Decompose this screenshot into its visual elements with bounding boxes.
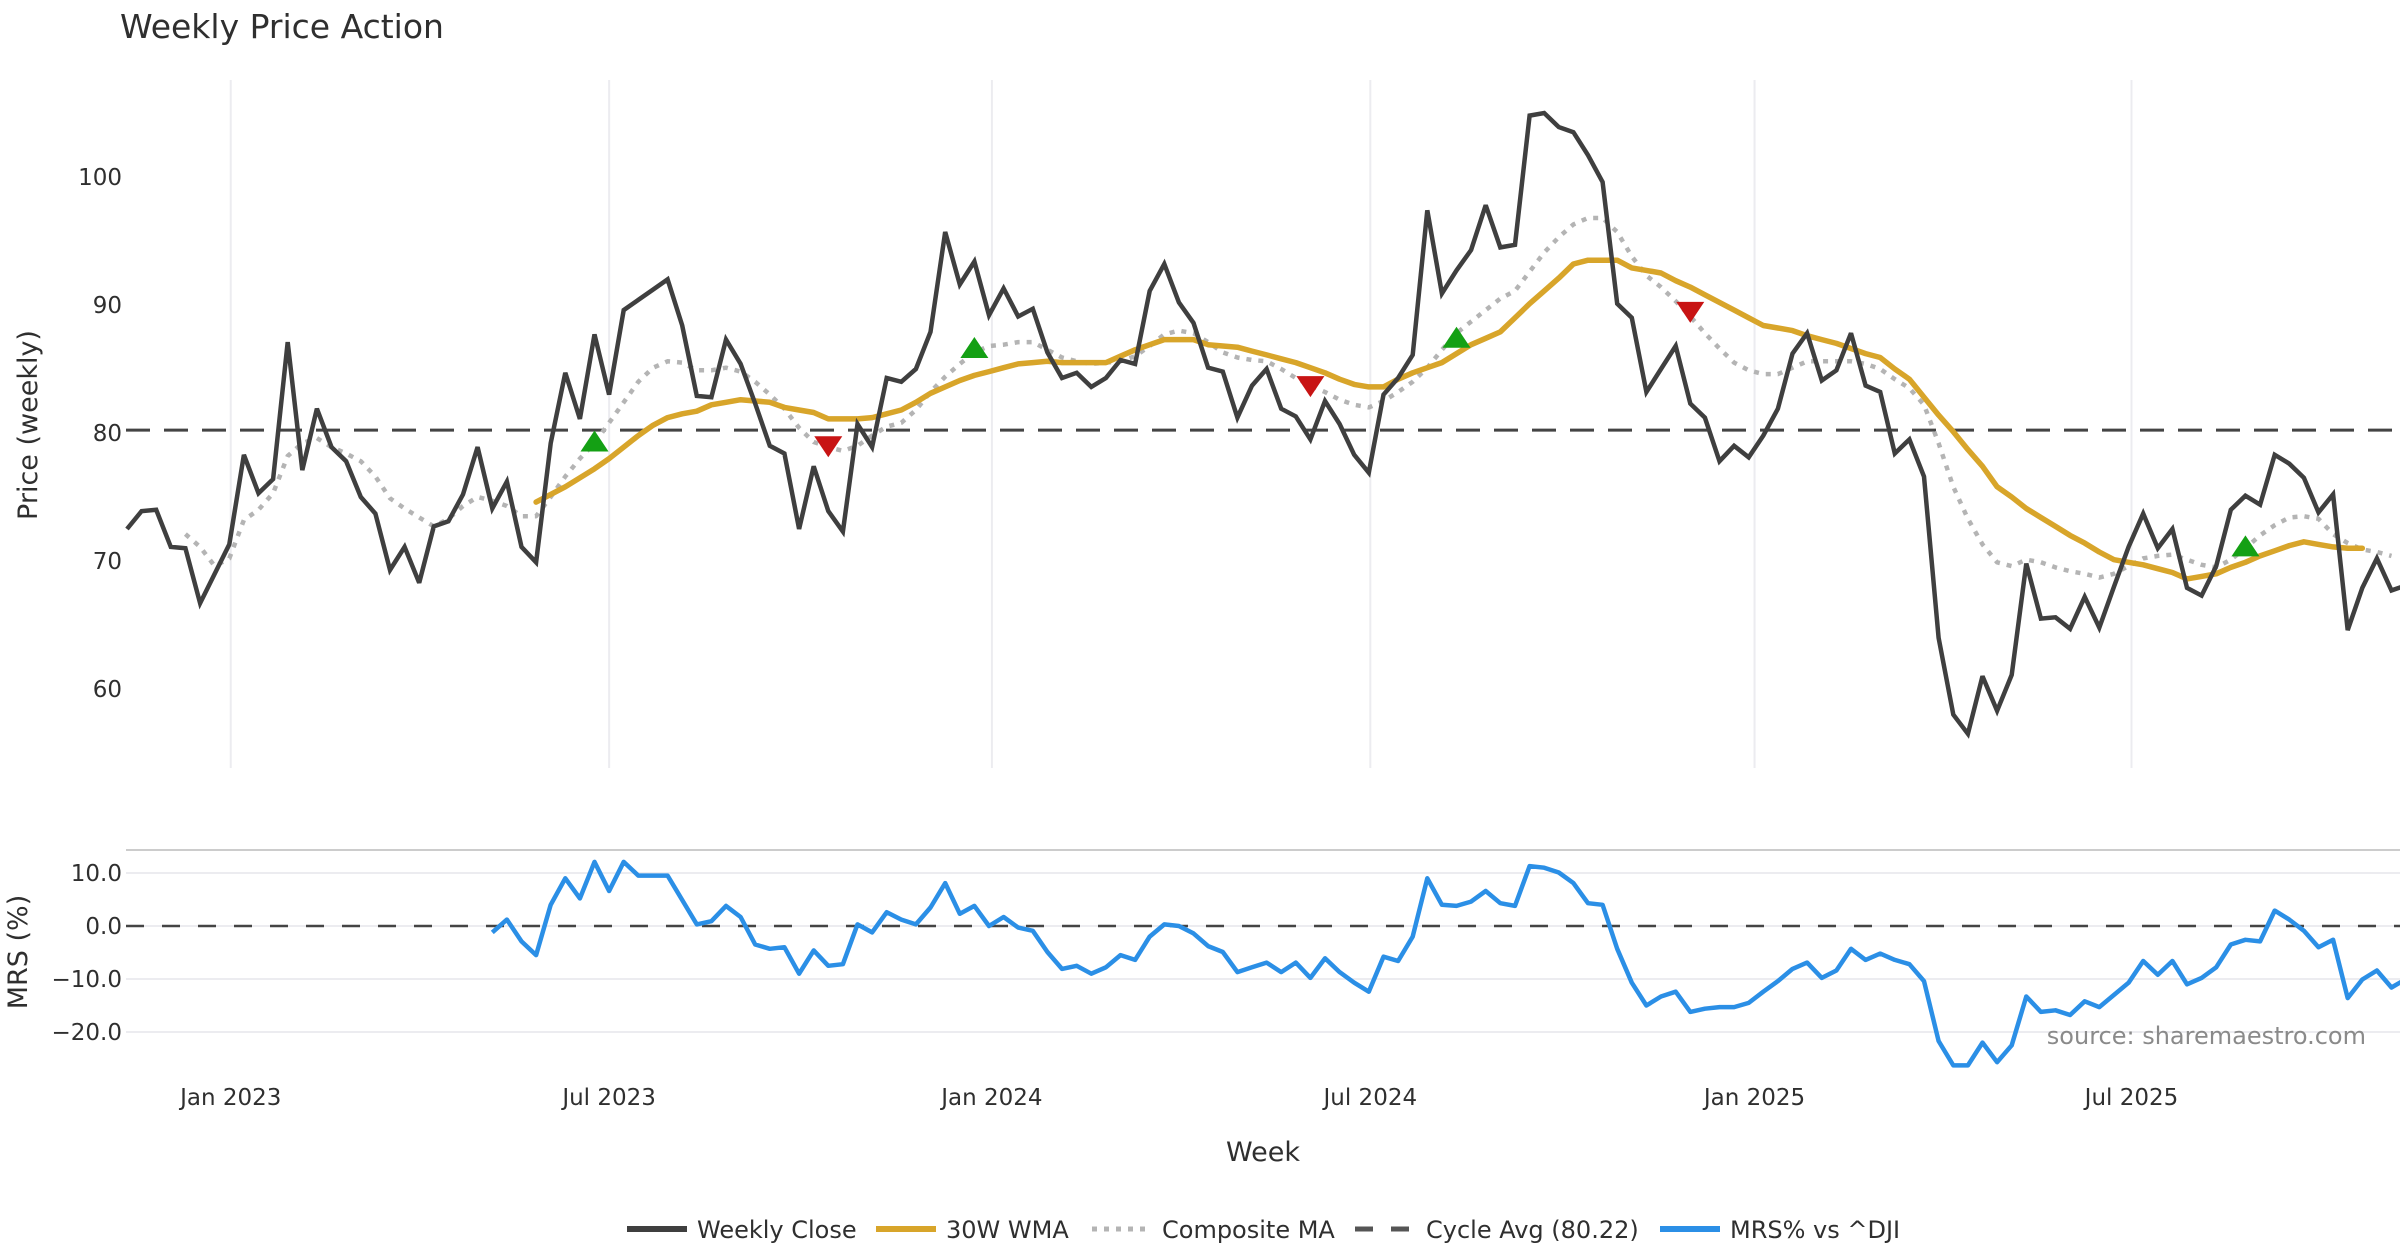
legend-label-composite-ma: Composite MA	[1162, 1216, 1335, 1244]
x-tick-label: Jan 2023	[178, 1085, 281, 1111]
legend-label-30w-wma: 30W WMA	[946, 1216, 1069, 1244]
mrs-y-tick-label: −10.0	[52, 967, 122, 993]
x-axis-title: Week	[1226, 1137, 1300, 1168]
x-tick-label: Jan 2025	[1702, 1085, 1805, 1111]
price-vertical-gridlines	[229, 80, 2133, 768]
sell-signal-marker	[814, 436, 843, 458]
buy-signal-marker	[2231, 535, 2260, 557]
price-y-tick-label: 60	[93, 677, 122, 703]
legend-item-weekly-close[interactable]: Weekly Close	[627, 1216, 857, 1244]
sell-signal-marker	[1296, 376, 1325, 398]
mrs-panel: 10.0 0.0 −10.0 −20.0 MRS (%) source: sharem…	[3, 849, 2400, 1068]
price-y-tick-label: 80	[93, 421, 122, 447]
x-tick-label: Jan 2024	[939, 1085, 1042, 1111]
mrs-y-axis-title: MRS (%)	[3, 895, 34, 1010]
buy-signal-marker	[1442, 326, 1471, 348]
mrs-y-tick-label: 0.0	[85, 914, 122, 940]
wma-30w-line	[533, 257, 2366, 582]
x-axis-ticks: Jan 2023 Jul 2023 Jan 2024 Jul 2024 Jan 2025…	[178, 1085, 2178, 1111]
source-annotation: source: sharemaestro.com	[2047, 1022, 2366, 1050]
mrs-line	[490, 859, 2400, 1068]
price-y-axis-title: Price (weekly)	[13, 330, 44, 520]
buy-signal-marker	[580, 430, 609, 452]
x-tick-label: Jul 2025	[2083, 1085, 2179, 1111]
legend: Weekly Close 30W WMA Composite MA Cycle …	[627, 1216, 1900, 1244]
price-y-ticks: 60 70 80 90 100	[78, 165, 122, 703]
legend-label-weekly-close: Weekly Close	[697, 1216, 857, 1244]
legend-item-composite-ma[interactable]: Composite MA	[1092, 1216, 1335, 1244]
sell-signal-marker	[1676, 301, 1705, 323]
x-tick-label: Jul 2023	[560, 1085, 656, 1111]
mrs-horizontal-gridlines	[126, 872, 2400, 1033]
weekly-close-line	[125, 110, 2400, 739]
legend-item-cycle-avg[interactable]: Cycle Avg (80.22)	[1355, 1216, 1639, 1244]
mrs-y-tick-label: −20.0	[52, 1020, 122, 1046]
legend-item-mrs[interactable]: MRS% vs ^DJI	[1660, 1216, 1900, 1244]
signal-markers	[580, 301, 2260, 557]
legend-label-cycle-avg: Cycle Avg (80.22)	[1426, 1216, 1639, 1244]
legend-item-30w-wma[interactable]: 30W WMA	[876, 1216, 1069, 1244]
buy-signal-marker	[960, 337, 989, 359]
price-y-tick-label: 70	[93, 549, 122, 575]
x-tick-label: Jul 2024	[1322, 1085, 1418, 1111]
price-y-tick-label: 100	[78, 165, 122, 191]
price-panel: 60 70 80 90 100 Price (weekly)	[13, 80, 2400, 768]
legend-label-mrs: MRS% vs ^DJI	[1730, 1216, 1900, 1244]
price-y-tick-label: 90	[93, 293, 122, 319]
mrs-y-ticks: 10.0 0.0 −10.0 −20.0	[52, 861, 122, 1046]
mrs-y-tick-label: 10.0	[71, 861, 122, 887]
chart-title: Weekly Price Action	[120, 7, 444, 46]
